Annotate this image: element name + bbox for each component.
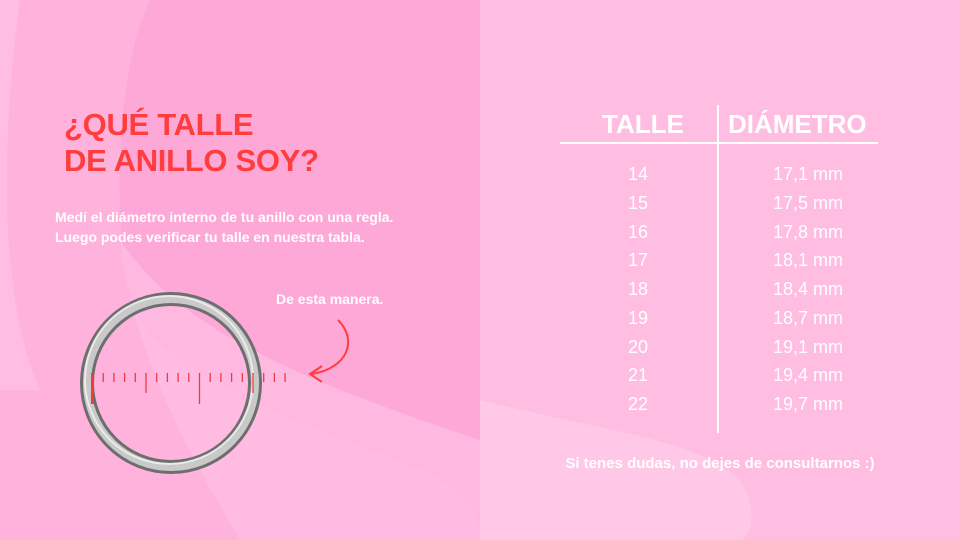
diameter-cell: 17,8 mm [772,221,844,242]
title-line-2: DE ANILLO SOY? [64,143,319,178]
title-line-1: ¿QUÉ TALLE [64,107,254,142]
size-cell: 16 [627,221,649,242]
size-cell: 20 [627,336,649,357]
diameter-cell: 18,1 mm [772,250,844,271]
arrow-head-icon [308,365,323,383]
size-cell: 19 [627,307,649,328]
diameter-cell: 18,4 mm [772,279,844,299]
page-title: ¿QUÉ TALLE DE ANILLO SOY? [64,107,319,179]
size-cell: 18 [627,279,649,299]
ring-illustration [80,292,262,474]
header-talle: TALLE [602,109,684,139]
annotation-label: De esta manera. [276,291,384,307]
diameter-cell: 19,4 mm [772,365,844,386]
size-cell: 15 [627,192,649,213]
diameter-cell: 18,7 mm [772,307,844,328]
diameter-cell: 17,5 mm [772,192,844,213]
diameter-cell: 17,1 mm [772,164,844,184]
diameter-cell: 19,1 mm [772,336,844,357]
curved-arrow-icon [311,319,350,375]
diameter-cell: 19,7 mm [772,394,844,414]
size-cell: 22 [627,394,649,414]
instructions: Medí el diámetro interno de tu anillo co… [55,207,393,247]
footer-note: Si tenes dudas, no dejes de consultarnos… [565,455,875,472]
instructions-line-2: Luego podes verificar tu talle en nuestr… [55,229,365,245]
ruler [91,373,286,404]
instructions-line-1: Medí el diámetro interno de tu anillo co… [55,209,394,225]
size-cell: 21 [627,365,649,386]
size-cell: 17 [627,250,649,271]
header-diametro: DIÁMETRO [728,109,867,139]
size-cell: 14 [627,164,649,184]
